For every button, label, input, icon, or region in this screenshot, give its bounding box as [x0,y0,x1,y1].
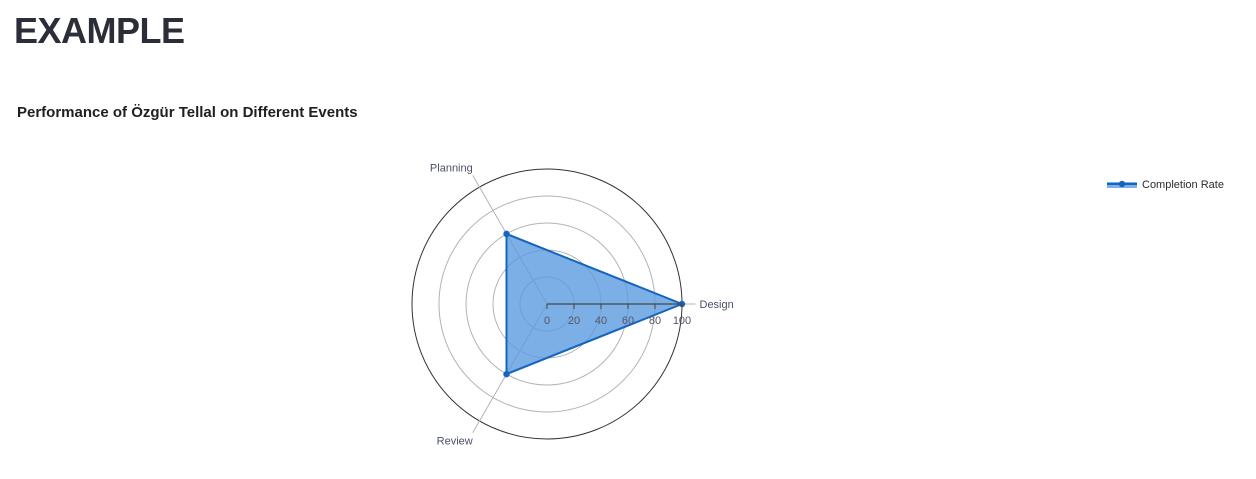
legend[interactable]: Completion Rate [1107,179,1224,191]
data-point [503,230,510,238]
radial-tick-label: 100 [673,315,691,327]
radial-tick-label: 0 [544,315,550,327]
chart-title: Performance of Özgür Tellal on Different… [17,104,358,121]
category-label: Planning [430,162,473,174]
radial-tick-label: 40 [595,315,607,327]
radial-tick-label: 60 [622,315,634,327]
legend-label: Completion Rate [1142,179,1224,191]
data-point [503,370,510,378]
category-label: Design [700,299,734,311]
category-label: Review [437,436,473,448]
radial-tick-label: 80 [649,315,661,327]
page-title: EXAMPLE [14,10,185,51]
category-labels: Design Planning Review [430,162,734,447]
legend-marker [1118,180,1126,188]
radial-ticks: 0 20 40 60 80 100 [544,303,691,327]
radial-tick-label: 20 [568,315,580,327]
